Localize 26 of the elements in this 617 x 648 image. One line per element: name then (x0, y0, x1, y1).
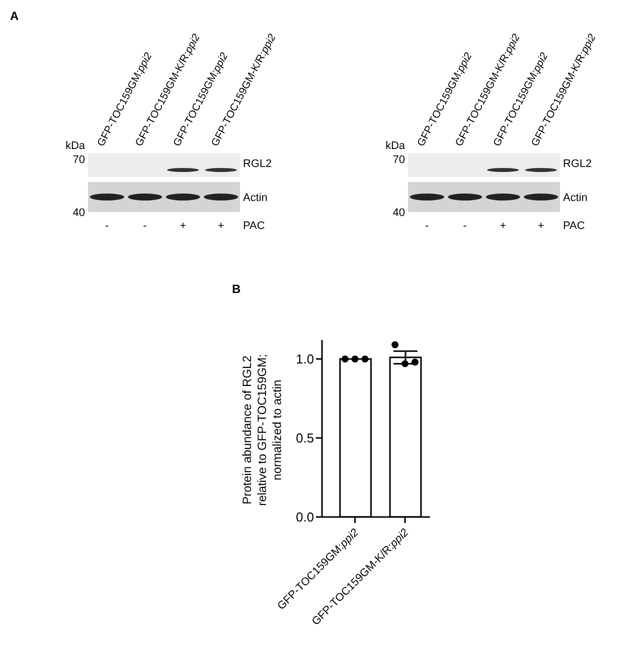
text: + (538, 220, 544, 232)
text: A (10, 9, 19, 23)
text: PAC (563, 220, 585, 232)
y-tick-label: 0.5 (296, 430, 314, 446)
text: kDa (385, 140, 406, 152)
text: + (180, 220, 186, 232)
y-tick-label: 0.0 (296, 510, 314, 525)
text: kDa (65, 140, 86, 152)
text: + (218, 220, 224, 232)
text: PAC (243, 220, 265, 232)
text: RGL2 (243, 158, 272, 170)
text: - (463, 220, 468, 232)
text: + (500, 220, 506, 232)
text: - (143, 220, 148, 232)
text: RGL2 (563, 158, 592, 170)
text: - (425, 220, 430, 232)
y-axis-title: Protein abundance of RGL2 relative to GFP-TOC159GM; normalized to actin (240, 354, 284, 506)
text: 70 (72, 154, 85, 166)
text: Actin (563, 192, 588, 204)
y-tick-label: 1.0 (296, 352, 314, 367)
text: 40 (72, 207, 85, 219)
chart-title: B (232, 282, 241, 296)
text: Actin (243, 192, 268, 204)
text: - (105, 220, 110, 232)
text: 40 (392, 207, 405, 219)
text: 70 (392, 154, 405, 166)
